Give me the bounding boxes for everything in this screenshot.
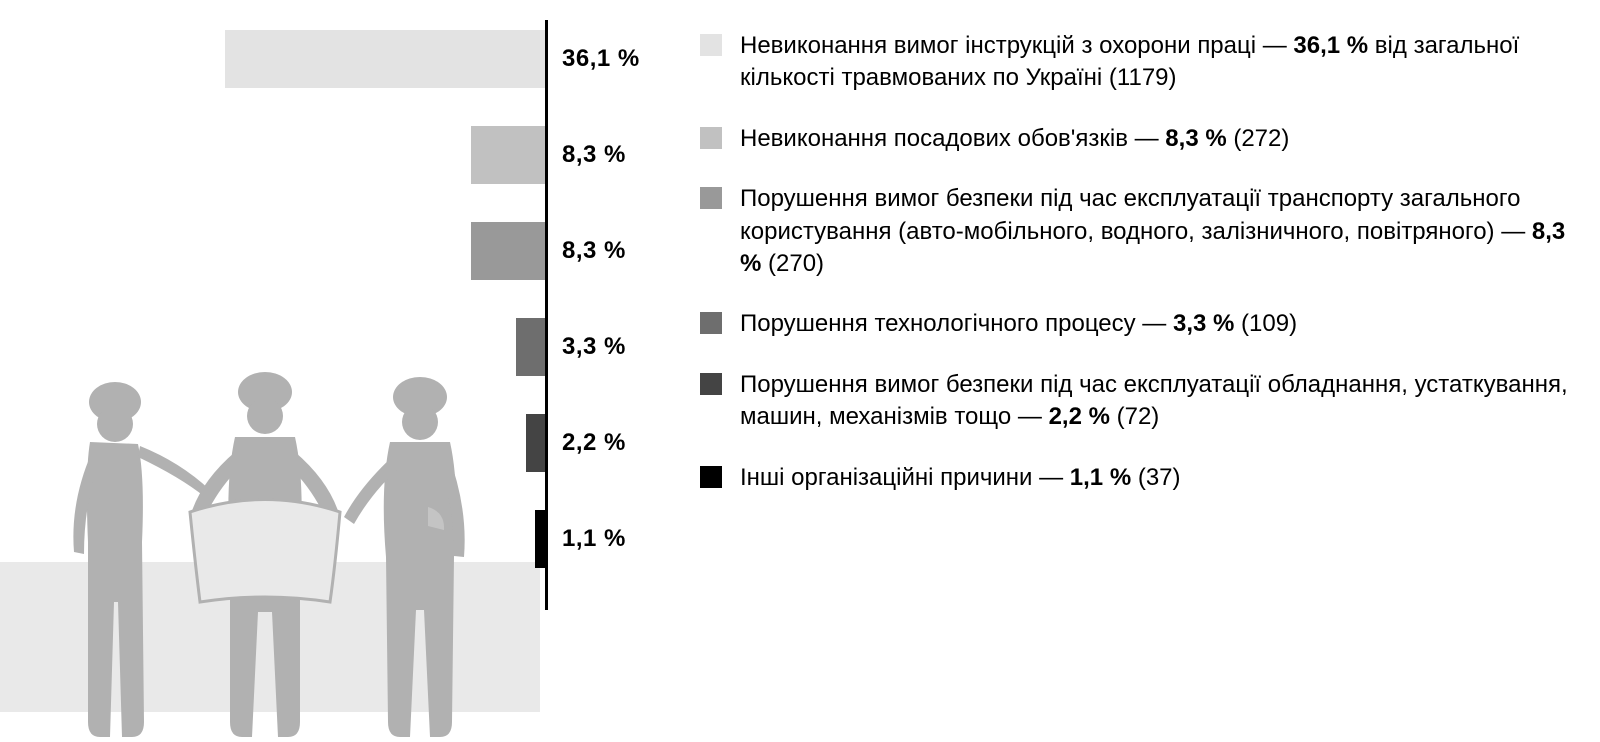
legend-swatch — [700, 187, 722, 209]
legend-swatch — [700, 127, 722, 149]
legend-swatch — [700, 373, 722, 395]
bar — [471, 126, 545, 184]
legend-text-post: (270) — [761, 250, 824, 277]
bar — [516, 318, 545, 376]
bar-value-label: 8,3 % — [562, 141, 626, 169]
legend: Невиконання вимог інструкцій з охорони п… — [700, 30, 1580, 522]
legend-text-bold: 2,2 % — [1049, 403, 1110, 430]
bar-row: 2,2 % — [0, 414, 660, 472]
legend-text-pre: Порушення технологічного процесу — — [740, 310, 1173, 337]
legend-text-post: (72) — [1110, 403, 1159, 430]
legend-swatch — [700, 466, 722, 488]
legend-text: Порушення вимог безпеки під час експлуат… — [740, 183, 1580, 280]
legend-swatch — [700, 312, 722, 334]
legend-text-bold: 36,1 % — [1293, 32, 1368, 59]
legend-text: Інші організаційні причини — 1,1 % (37) — [740, 462, 1181, 494]
legend-item: Порушення вимог безпеки під час експлуат… — [700, 183, 1580, 280]
legend-text: Порушення вимог безпеки під час експлуат… — [740, 369, 1580, 434]
bar-chart: 36,1 % 8,3 % 8,3 % 3,3 % 2,2 % 1,1 % — [0, 30, 660, 606]
legend-item: Інші організаційні причини — 1,1 % (37) — [700, 462, 1580, 494]
legend-text-post: (272) — [1227, 125, 1290, 152]
infographic-canvas: 36,1 % 8,3 % 8,3 % 3,3 % 2,2 % 1,1 % Невикона… — [0, 0, 1600, 742]
legend-item: Порушення технологічного процесу — 3,3 %… — [700, 308, 1580, 340]
legend-text-bold: 8,3 % — [1165, 125, 1226, 152]
bar-value-label: 2,2 % — [562, 429, 626, 457]
legend-text-pre: Невиконання посадових обов'язків — — [740, 125, 1165, 152]
bar-row: 1,1 % — [0, 510, 660, 568]
bar — [225, 30, 545, 88]
legend-text-pre: Невиконання вимог інструкцій з охорони п… — [740, 32, 1293, 59]
legend-text-post: (37) — [1131, 464, 1180, 491]
bar-value-label: 3,3 % — [562, 333, 626, 361]
legend-text: Невиконання вимог інструкцій з охорони п… — [740, 30, 1580, 95]
legend-text-pre: Порушення вимог безпеки під час експлуат… — [740, 185, 1532, 244]
bar-value-label: 1,1 % — [562, 525, 626, 553]
bar-row: 36,1 % — [0, 30, 660, 88]
legend-text-bold: 1,1 % — [1070, 464, 1131, 491]
bar-value-label: 8,3 % — [562, 237, 626, 265]
bar-row: 8,3 % — [0, 126, 660, 184]
legend-swatch — [700, 34, 722, 56]
bar-row: 3,3 % — [0, 318, 660, 376]
legend-text-bold: 3,3 % — [1173, 310, 1234, 337]
legend-text-pre: Інші організаційні причини — — [740, 464, 1070, 491]
legend-text-post: (109) — [1234, 310, 1297, 337]
bar-value-label: 36,1 % — [562, 45, 640, 73]
legend-item: Порушення вимог безпеки під час експлуат… — [700, 369, 1580, 434]
legend-item: Невиконання посадових обов'язків — 8,3 %… — [700, 123, 1580, 155]
bar — [526, 414, 546, 472]
legend-item: Невиконання вимог інструкцій з охорони п… — [700, 30, 1580, 95]
legend-text: Невиконання посадових обов'язків — 8,3 %… — [740, 123, 1289, 155]
legend-text: Порушення технологічного процесу — 3,3 %… — [740, 308, 1297, 340]
bar — [471, 222, 545, 280]
bar — [535, 510, 545, 568]
bar-row: 8,3 % — [0, 222, 660, 280]
